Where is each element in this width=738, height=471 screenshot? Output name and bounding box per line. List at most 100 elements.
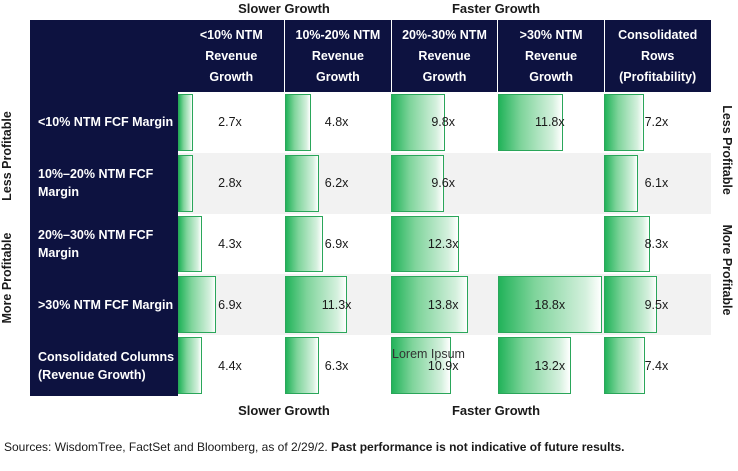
matrix-cell: 2.8x [178,153,285,214]
value-bar [391,337,452,394]
value-label: 4.3x [218,236,242,251]
value-bar [178,215,202,273]
value-bar [497,94,564,151]
value-label: 11.3x [321,297,352,312]
matrix-cell: 9.5x [604,274,711,335]
column-divider [390,20,392,92]
value-label: 7.4x [644,358,669,373]
column-divider [710,20,712,92]
value-label: 13.2x [534,358,566,373]
header-corner [30,20,178,92]
matrix-cell: 10.9x [391,335,498,396]
matrix-cell: 12.3x [391,214,498,275]
value-bar [178,276,217,334]
top-label-slower-growth: Slower Growth [238,1,330,16]
value-label: 9.8x [431,115,455,130]
row-header: 20%–30% NTM FCF Margin [30,213,178,275]
matrix-cell: 4.3x [178,214,285,275]
bottom-label-slower-growth: Slower Growth [238,403,330,418]
matrix-cell: 4.8x [284,92,392,153]
value-label: 6.1x [644,176,669,191]
column-header: 20%-30% NTM Revenue Growth [391,20,498,92]
value-label: 13.8x [427,297,459,312]
value-bar [391,215,460,273]
value-bar [391,154,445,212]
column-header: 10%-20% NTM Revenue Growth [284,20,392,92]
value-bar [284,154,319,212]
value-bar [497,276,602,334]
value-label: 6.2x [324,176,349,191]
value-bar [284,276,348,334]
value-bar [391,94,446,151]
matrix-cell [498,214,605,275]
column-header: <10% NTM Revenue Growth [178,20,285,92]
value-bar [178,154,194,212]
value-bar [391,276,468,334]
value-label: 2.8x [218,176,242,191]
side-label-left-more-profitable: More Profitable [0,232,14,324]
side-label-left-less-profitable: Less Profitable [0,111,14,201]
column-divider [497,20,499,92]
side-label-right-less-profitable: Less Profitable [720,105,734,195]
value-label: 10.9x [427,358,459,373]
value-label: 6.9x [324,236,349,251]
matrix-cell: 6.3x [284,335,392,396]
value-label: 8.3x [644,236,669,251]
matrix-cell: 4.4x [178,335,285,396]
value-label: 7.2x [644,115,669,130]
value-bar [284,337,320,394]
value-bar [604,276,657,334]
bottom-label-faster-growth: Faster Growth [451,403,541,418]
matrix-cell: 6.1x [604,153,711,214]
value-bar [178,337,203,394]
value-bar [604,94,645,151]
column-header: Consolidated Rows (Profitability) [604,20,711,92]
column-divider [284,20,286,92]
matrix-cell: 8.3x [604,214,711,275]
value-bar [604,215,651,273]
matrix-cell: 11.3x [284,274,392,335]
value-label: 6.9x [218,297,242,312]
matrix-cell: 7.4x [604,335,711,396]
value-bar [284,94,312,151]
side-label-right-more-profitable: More Profitable [720,224,734,316]
top-label-faster-growth: Faster Growth [451,1,541,16]
lorem-annotation: Lorem Ipsum [392,347,465,361]
value-bar [497,337,571,394]
value-label: 18.8x [534,297,566,312]
value-label: 2.7x [218,115,242,130]
row-header: >30% NTM FCF Margin [30,274,178,336]
value-label: 9.5x [644,297,669,312]
row-header: 10%–20% NTM FCF Margin [30,152,178,214]
matrix-cell: 9.8x [391,92,498,153]
value-bar [284,215,323,273]
matrix-cell: 13.2x [497,335,605,396]
matrix-cell: 9.6x [391,153,498,214]
matrix-cell: 7.2x [604,92,711,153]
matrix-cell: 6.9x [178,274,285,335]
row-header: Consolidated Columns (Revenue Growth) [30,335,178,396]
matrix-cell [498,153,605,214]
matrix-cell: 6.2x [284,153,392,214]
value-label: 11.8x [534,115,565,130]
value-bar [178,94,193,151]
matrix-cell: 11.8x [497,92,605,153]
column-divider [603,20,605,92]
value-label: 6.3x [324,358,349,373]
matrix-cell: 2.7x [178,92,285,153]
disclaimer-text: Past performance is not indicative of fu… [331,440,625,454]
value-bar [604,337,646,394]
value-label: 4.8x [324,115,349,130]
column-header: >30% NTM Revenue Growth [497,20,605,92]
value-label: 9.6x [431,176,455,191]
row-header: <10% NTM FCF Margin [30,92,178,153]
value-label: 12.3x [427,236,459,251]
value-label: 4.4x [218,358,242,373]
source-text: Sources: WisdomTree, FactSet and Bloombe… [4,440,332,454]
value-bar [604,154,639,212]
valuation-matrix: <10% NTM Revenue Growth 10%-20% NTM Reven… [30,20,716,396]
matrix-cell: 6.9x [284,214,392,275]
matrix-cell: 13.8x [391,274,498,335]
source-footer: Sources: WisdomTree, FactSet and Bloombe… [4,440,624,454]
matrix-cell: 18.8x [497,274,605,335]
